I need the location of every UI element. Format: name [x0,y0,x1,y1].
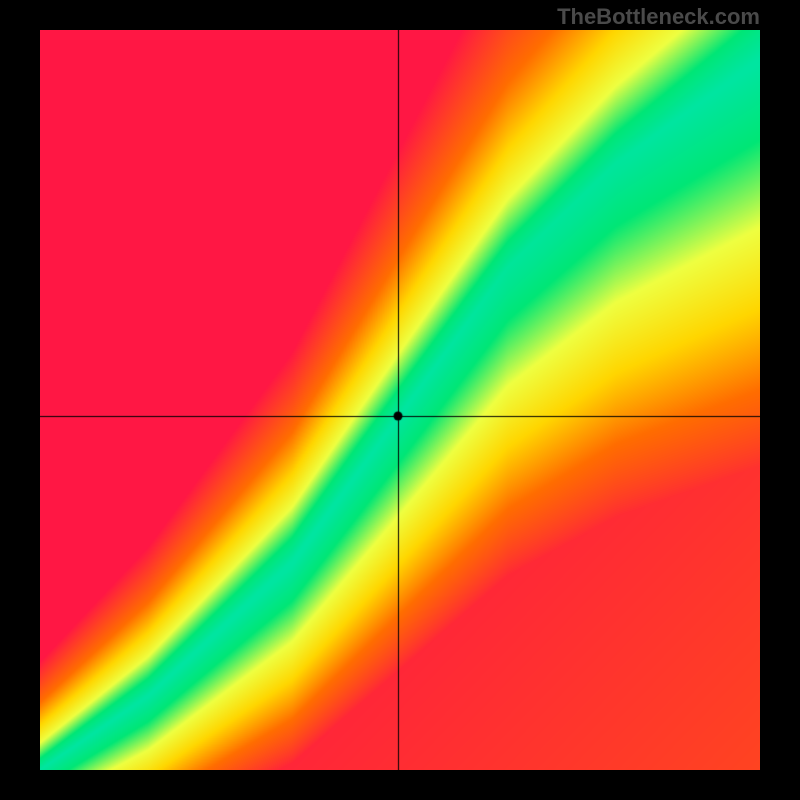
bottleneck-heatmap-canvas [40,30,760,770]
watermark-text: TheBottleneck.com [557,4,760,30]
chart-container: TheBottleneck.com [0,0,800,800]
